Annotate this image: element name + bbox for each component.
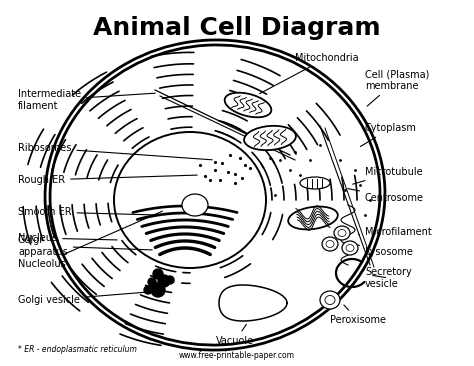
Text: Cytoplasm: Cytoplasm xyxy=(360,123,417,146)
Text: Animal Cell Diagram: Animal Cell Diagram xyxy=(93,16,381,40)
Text: Lysosome: Lysosome xyxy=(358,245,413,257)
Text: Peroxisome: Peroxisome xyxy=(330,305,386,325)
Text: Mitochondria: Mitochondria xyxy=(259,53,359,94)
Ellipse shape xyxy=(158,275,170,287)
Ellipse shape xyxy=(144,286,152,294)
Ellipse shape xyxy=(153,269,163,279)
Ellipse shape xyxy=(288,206,338,229)
Text: Vacuole: Vacuole xyxy=(216,324,254,346)
Text: Microtubule: Microtubule xyxy=(353,167,423,184)
Text: Cell (Plasma)
membrane: Cell (Plasma) membrane xyxy=(365,69,429,106)
Text: Centrosome: Centrosome xyxy=(348,188,424,203)
Text: Golgi
apparatus: Golgi apparatus xyxy=(18,235,152,257)
Text: * ER - endoplasmatic reticulum: * ER - endoplasmatic reticulum xyxy=(18,345,137,354)
Ellipse shape xyxy=(182,194,208,216)
Ellipse shape xyxy=(148,278,156,286)
Ellipse shape xyxy=(322,237,338,251)
Ellipse shape xyxy=(334,226,350,240)
Text: Secretory
vesicle: Secretory vesicle xyxy=(365,267,412,289)
Ellipse shape xyxy=(320,291,340,309)
Text: Nucleolus: Nucleolus xyxy=(18,211,163,269)
Ellipse shape xyxy=(300,177,330,189)
Text: Smooth ER: Smooth ER xyxy=(18,207,155,217)
Ellipse shape xyxy=(118,136,262,264)
Text: Microfilament: Microfilament xyxy=(359,227,432,237)
Text: Nucleus: Nucleus xyxy=(18,233,117,243)
Ellipse shape xyxy=(114,132,266,268)
Polygon shape xyxy=(219,285,287,321)
Ellipse shape xyxy=(225,93,271,117)
Ellipse shape xyxy=(342,241,358,255)
Text: Golgi vesicle: Golgi vesicle xyxy=(18,292,145,305)
Text: Ribosomes: Ribosomes xyxy=(18,143,212,160)
Text: www.free-printable-paper.com: www.free-printable-paper.com xyxy=(179,351,295,360)
Text: Intermediate
filament: Intermediate filament xyxy=(18,89,155,111)
Ellipse shape xyxy=(166,276,174,284)
Text: Rough ER: Rough ER xyxy=(18,175,197,185)
Ellipse shape xyxy=(244,126,296,150)
Ellipse shape xyxy=(151,283,165,297)
